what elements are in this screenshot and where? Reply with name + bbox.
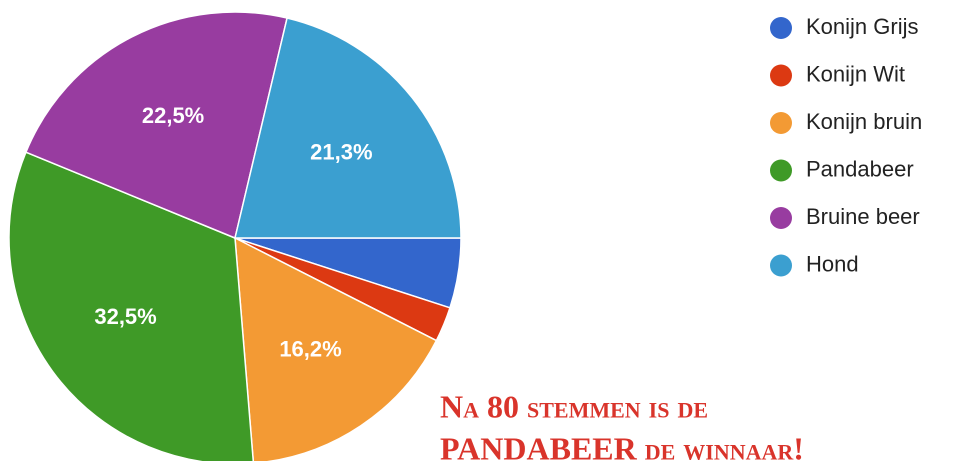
slice-label: 32,5% xyxy=(94,304,156,329)
legend-label: Konijn Wit xyxy=(806,61,905,86)
legend-label: Pandabeer xyxy=(806,156,914,181)
legend-marker xyxy=(770,159,792,182)
annotation: PANDABEER de winnaar! xyxy=(440,430,804,461)
pie-slice xyxy=(234,236,438,461)
legend-marker xyxy=(770,207,792,229)
pie-slice xyxy=(24,11,288,240)
legend-label: Konijn Grijs xyxy=(806,14,918,39)
slice-label: 16,2% xyxy=(279,336,341,361)
legend-label: Konijn bruin xyxy=(806,109,922,134)
legend-marker xyxy=(770,64,792,87)
annotation: Na 80 stemmen is de xyxy=(440,388,708,424)
legend-label: Hond xyxy=(806,251,859,276)
legend-label: Bruine beer xyxy=(806,204,920,229)
legend-marker xyxy=(770,254,792,277)
pie-slice xyxy=(234,17,462,239)
legend-marker xyxy=(770,112,792,134)
slice-label: 22,5% xyxy=(142,103,204,128)
legend-marker xyxy=(770,17,792,39)
pie-slice xyxy=(8,151,255,461)
slice-label: 21,3% xyxy=(310,140,372,165)
